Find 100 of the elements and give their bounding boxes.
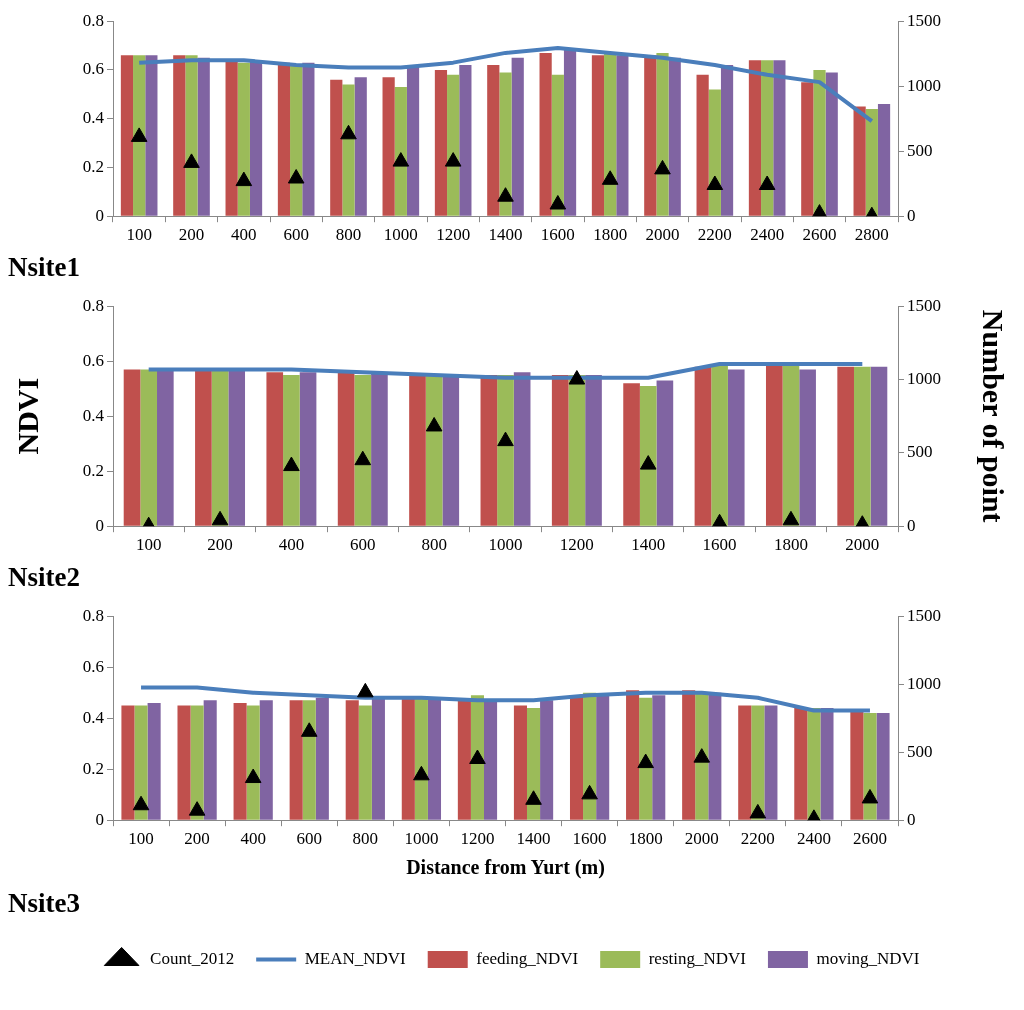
bar xyxy=(765,363,783,526)
point xyxy=(637,753,654,769)
y2-tick-label: 0 xyxy=(907,205,916,225)
y2-tick-label: 1500 xyxy=(907,295,941,315)
x-tick-label: 2000 xyxy=(684,828,719,848)
bar xyxy=(157,369,174,526)
point xyxy=(581,784,598,800)
x-tick-label: 800 xyxy=(335,224,362,244)
x-tick-label: 1800 xyxy=(593,224,628,244)
x-tick-label: 400 xyxy=(240,828,266,848)
bar xyxy=(799,369,816,526)
x-tick-label: 1400 xyxy=(631,534,666,554)
x-tick-label: 1400 xyxy=(488,224,523,244)
point xyxy=(340,124,357,140)
bar xyxy=(228,369,246,526)
x-tick-label: 400 xyxy=(231,224,257,244)
bar xyxy=(177,705,191,820)
x-tick-label: 100 xyxy=(128,828,154,848)
bar xyxy=(513,705,527,820)
bar xyxy=(876,713,890,820)
bar xyxy=(639,697,653,820)
bar xyxy=(682,690,696,820)
bar xyxy=(330,79,343,216)
bar xyxy=(727,369,745,526)
point xyxy=(211,510,229,526)
bar xyxy=(145,55,158,216)
bar xyxy=(551,374,569,526)
text: Nsite3 xyxy=(8,887,80,918)
point xyxy=(392,152,410,167)
bar xyxy=(345,700,359,820)
point xyxy=(711,513,728,527)
y-tick-label: 0.6 xyxy=(82,59,104,79)
y2-tick-label: 1500 xyxy=(907,605,941,625)
point xyxy=(469,749,486,764)
y-tick-label: 0.4 xyxy=(82,108,105,128)
legend-label: feeding_NDVI xyxy=(476,948,579,968)
bar xyxy=(401,697,415,820)
x-tick-label: 1800 xyxy=(773,534,808,554)
bar xyxy=(427,697,442,820)
point xyxy=(183,153,200,168)
point xyxy=(425,416,443,432)
x-tick-label: 200 xyxy=(178,224,205,244)
x-tick-label: 1400 xyxy=(516,828,551,848)
bar xyxy=(604,52,617,216)
bar xyxy=(457,700,471,820)
bar xyxy=(225,60,238,216)
point xyxy=(497,431,514,447)
bar xyxy=(121,705,135,820)
bar xyxy=(425,374,443,526)
x-tick-label: 1800 xyxy=(628,828,663,848)
bar xyxy=(820,708,834,820)
bar xyxy=(147,702,161,820)
point xyxy=(130,127,148,142)
x-tick-label: 1000 xyxy=(404,828,439,848)
bar xyxy=(409,374,426,526)
x-tick-label: 100 xyxy=(126,224,152,244)
x-tick-label: 1000 xyxy=(488,534,523,554)
y-tick-label: 0.8 xyxy=(82,10,104,30)
bar xyxy=(863,713,877,820)
x-tick-label: 600 xyxy=(350,534,376,554)
bar xyxy=(738,705,752,820)
x-tick-label: 800 xyxy=(352,828,379,848)
x-tick-label: 1600 xyxy=(540,224,575,244)
bar xyxy=(371,372,388,526)
point xyxy=(749,803,767,819)
bar xyxy=(203,700,217,820)
x-tick-label: 600 xyxy=(296,828,322,848)
legend-label: MEAN_NDVI xyxy=(304,948,407,968)
point xyxy=(549,195,567,210)
point xyxy=(758,175,776,190)
point xyxy=(654,159,671,175)
bar xyxy=(825,72,838,216)
x-tick-label: 2200 xyxy=(740,828,775,848)
point xyxy=(861,788,879,804)
bar xyxy=(337,372,355,526)
bar xyxy=(773,60,786,216)
x-tick-label: 200 xyxy=(207,534,233,554)
bar xyxy=(133,55,146,216)
x-tick-label: 1200 xyxy=(559,534,594,554)
bar xyxy=(585,374,602,526)
bar xyxy=(652,695,666,820)
bar xyxy=(173,55,186,216)
bar xyxy=(568,374,586,526)
bar xyxy=(569,695,584,820)
x-tick-label: 2400 xyxy=(796,828,831,848)
bar xyxy=(694,366,712,526)
legend-label: moving_NDVI xyxy=(816,948,920,968)
x-tick-label: 800 xyxy=(421,534,447,554)
y-tick-label: 0 xyxy=(95,205,104,225)
bar xyxy=(782,363,800,526)
bar xyxy=(877,104,891,216)
bar xyxy=(870,366,888,526)
point xyxy=(357,682,374,698)
x-tick-label: 200 xyxy=(184,828,210,848)
x-tick-label: 2400 xyxy=(750,224,785,244)
point xyxy=(235,171,253,187)
bar xyxy=(623,383,640,526)
x-tick-label: 1000 xyxy=(383,224,418,244)
y2-tick-label: 0 xyxy=(907,809,916,829)
bar xyxy=(266,372,284,526)
